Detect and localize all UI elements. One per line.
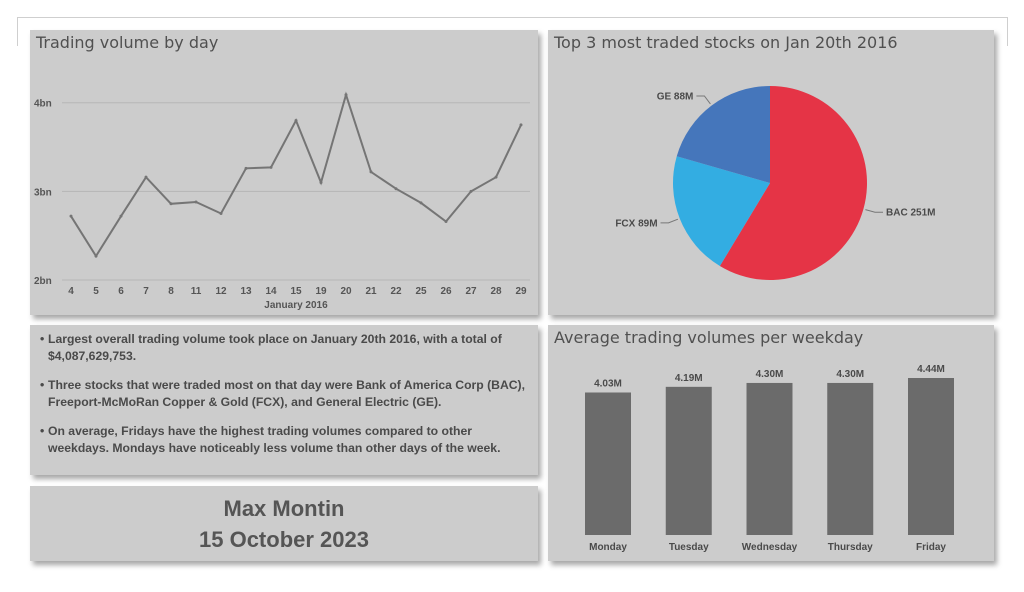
bar-value-label: 4.19M — [675, 373, 703, 384]
y-tick-label: 2bn — [34, 276, 52, 287]
data-point — [219, 212, 223, 216]
x-tick-label: 5 — [93, 286, 99, 297]
y-tick-label: 3bn — [34, 187, 52, 198]
x-tick-label: 22 — [390, 286, 402, 297]
bullet-dot: • — [40, 378, 45, 392]
bullet-dot: • — [40, 332, 45, 346]
data-point — [294, 118, 298, 122]
data-point — [169, 202, 173, 206]
data-point — [144, 175, 148, 179]
x-tick-label: 19 — [315, 286, 327, 297]
note-text: On average, Fridays have the highest tra… — [48, 424, 501, 455]
x-tick-label: 29 — [515, 286, 527, 297]
x-tick-label: Monday — [589, 542, 627, 553]
x-tick-label: 11 — [191, 286, 202, 297]
data-point — [394, 187, 398, 191]
x-tick-label: 4 — [68, 286, 74, 297]
data-point — [469, 189, 473, 193]
x-tick-label: Thursday — [828, 542, 873, 553]
note-item: • On average, Fridays have the highest t… — [40, 423, 528, 456]
x-tick-label: 12 — [215, 286, 227, 297]
pie-chart: BAC 251M FCX 89M GE 88M — [615, 86, 935, 281]
line-chart-panel: Trading volume by day 2bn 3bn 4bn 4 5 6 7 8 11 12… — [30, 30, 538, 315]
x-tick-label: 27 — [465, 286, 477, 297]
author-panel: Max Montin 15 October 2023 — [30, 486, 538, 561]
bar-value-label: 4.30M — [836, 369, 864, 380]
bar — [827, 382, 874, 535]
note-item: • Three stocks that were traded most on … — [40, 377, 528, 410]
y-tick-label: 4bn — [34, 99, 52, 110]
bar-chart-panel: Average trading volumes per weekday 4.03… — [548, 325, 994, 561]
pie-slice-bac — [719, 86, 868, 281]
x-tick-label: 20 — [340, 286, 352, 297]
data-point — [344, 93, 348, 97]
pie-chart-title: Top 3 most traded stocks on Jan 20th 201… — [554, 33, 898, 52]
x-tick-label: Tuesday — [669, 542, 709, 553]
data-point — [194, 200, 198, 204]
bar-value-label: 4.44M — [917, 364, 945, 375]
x-tick-label: 13 — [240, 286, 252, 297]
author-name: Max Montin — [223, 496, 345, 521]
pie-label: FCX 89M — [615, 218, 657, 229]
data-point — [494, 175, 498, 179]
pie-label: GE 88M — [657, 91, 694, 102]
data-point — [419, 201, 423, 205]
pie-chart-panel: Top 3 most traded stocks on Jan 20th 201… — [548, 30, 994, 315]
bar-value-label: 4.30M — [756, 369, 784, 380]
x-tick-label: 8 — [168, 286, 174, 297]
x-tick-label: Friday — [916, 542, 946, 553]
x-tick-label: 26 — [440, 286, 452, 297]
pie-slice-ge — [676, 86, 770, 183]
data-point — [244, 166, 248, 170]
data-point — [444, 220, 448, 223]
x-tick-label: Wednesday — [742, 542, 798, 553]
bar-value-label: 4.03M — [594, 378, 622, 389]
bullet-dot: • — [40, 424, 45, 438]
note-item: • Largest overall trading volume took pl… — [40, 331, 528, 364]
leader-line — [865, 209, 883, 213]
notes-panel: • Largest overall trading volume took pl… — [30, 325, 538, 475]
pie-label: BAC 251M — [886, 208, 935, 219]
data-point — [119, 214, 123, 218]
x-tick-label: 6 — [118, 286, 124, 297]
x-tick-label: 28 — [490, 286, 502, 297]
x-tick-label: 7 — [143, 286, 149, 297]
data-point — [369, 170, 373, 174]
bar — [908, 378, 954, 535]
pie-slice-fcx — [673, 156, 770, 267]
bar — [665, 386, 712, 535]
bar — [746, 382, 793, 535]
data-point — [319, 181, 323, 184]
x-axis-label: January 2016 — [264, 300, 328, 311]
bar-chart-title: Average trading volumes per weekday — [554, 328, 864, 347]
leader-line — [696, 95, 711, 105]
leader-line — [660, 218, 679, 224]
note-text: Three stocks that were traded most on th… — [48, 378, 525, 409]
line-chart-title: Trading volume by day — [36, 33, 219, 52]
data-point — [94, 254, 98, 258]
x-tick-label: 14 — [265, 286, 277, 297]
data-point — [519, 123, 523, 127]
data-point — [269, 165, 273, 169]
x-tick-label: 25 — [415, 286, 427, 297]
note-text: Largest overall trading volume took plac… — [48, 332, 502, 363]
notes-list: • Largest overall trading volume took pl… — [40, 331, 528, 469]
x-tick-label: 15 — [290, 286, 302, 297]
dashboard-frame — [17, 17, 1008, 46]
data-point — [69, 214, 73, 218]
bar — [585, 392, 631, 535]
bar-chart: 4.03M Monday 4.19M Tuesday 4.30M Wednesday 4.3… — [585, 364, 954, 553]
author-date: 15 October 2023 — [199, 527, 369, 552]
line-chart: 2bn 3bn 4bn 4 5 6 7 8 11 12 13 14 15 19 20 21 22 25 26 27 28… — [34, 91, 530, 311]
x-tick-label: 21 — [365, 286, 377, 297]
